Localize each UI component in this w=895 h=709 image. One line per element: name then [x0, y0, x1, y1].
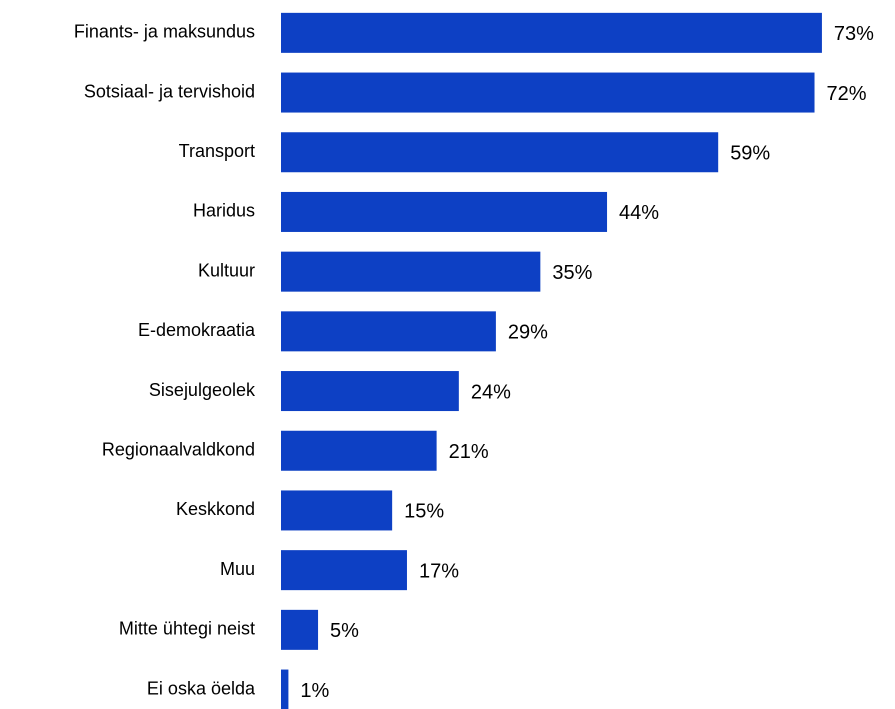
bar [281, 251, 541, 292]
value-label: 21% [449, 441, 489, 463]
category-label: Keskkond [176, 499, 255, 519]
category-label: Finants- ja maksundus [74, 22, 255, 42]
category-label: Ei oska öelda [147, 678, 256, 698]
category-label: Sotsiaal- ja tervishoid [84, 81, 255, 101]
bar [281, 430, 437, 471]
value-label: 1% [300, 680, 329, 702]
bar [281, 490, 393, 531]
value-label: 15% [404, 501, 444, 523]
category-label: Regionaalvaldkond [102, 440, 255, 460]
value-label: 44% [619, 202, 659, 224]
bar [281, 609, 319, 650]
bar [281, 371, 459, 412]
category-label: Sisejulgeolek [149, 380, 256, 400]
value-label: 24% [471, 381, 511, 403]
value-label: 72% [827, 83, 867, 105]
value-label: 35% [552, 262, 592, 284]
bar [281, 72, 815, 113]
bar [281, 12, 822, 53]
value-label: 73% [834, 23, 874, 45]
category-label: Transport [179, 141, 255, 161]
bar [281, 191, 608, 232]
value-label: 5% [330, 620, 359, 642]
value-label: 59% [730, 143, 770, 165]
value-label: 29% [508, 322, 548, 344]
value-label: 17% [419, 560, 459, 582]
bar [281, 669, 289, 709]
bar [281, 550, 407, 591]
category-label: Mitte ühtegi neist [119, 619, 255, 639]
category-label: Kultuur [198, 260, 255, 280]
category-label: Haridus [193, 201, 255, 221]
category-label: Muu [220, 559, 255, 579]
bar [281, 132, 719, 173]
bar [281, 311, 496, 352]
category-label: E-demokraatia [138, 320, 256, 340]
